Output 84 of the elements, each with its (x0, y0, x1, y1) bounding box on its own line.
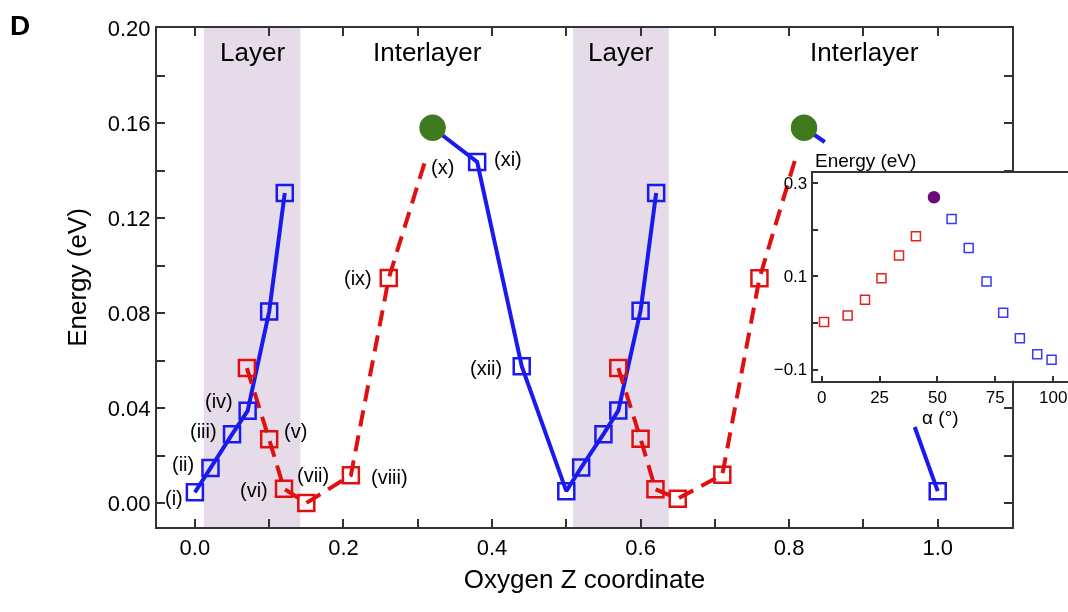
x-tick-label: 0.4 (476, 535, 508, 561)
point (646, 479, 665, 499)
point (750, 269, 769, 288)
point (467, 152, 487, 172)
point (571, 458, 591, 477)
y-tick-label: 0.1 (783, 267, 808, 287)
annotation: Interlayer (810, 37, 919, 67)
point (594, 424, 613, 444)
x-tick-label: 75 (985, 388, 1005, 408)
x-tick-label: 50 (928, 388, 947, 408)
point (275, 183, 295, 203)
point (557, 481, 576, 501)
x-axis-title: α (°) (922, 407, 959, 429)
point (341, 465, 361, 485)
point (259, 302, 279, 321)
x-tick-label: 0 (817, 388, 827, 408)
y-tick-label: 0.16 (107, 110, 151, 136)
point (631, 301, 650, 320)
x-tick-label: 0.6 (625, 535, 656, 561)
y-tick-label: 0.12 (107, 205, 151, 231)
point (928, 481, 947, 501)
point (876, 273, 887, 284)
point (893, 250, 905, 261)
point (963, 242, 974, 254)
point (1046, 354, 1057, 365)
point (609, 401, 628, 420)
annotation: (viii) (371, 466, 408, 488)
y-axis-title: Energy (eV) (815, 150, 917, 171)
x-tick-label: 25 (870, 388, 890, 408)
point (259, 430, 279, 449)
point (713, 465, 732, 484)
point (238, 401, 257, 421)
point (981, 276, 992, 287)
point (297, 493, 316, 513)
annotation: (iii) (190, 420, 217, 442)
y-tick-label: 0.3 (783, 174, 808, 194)
y-tick-label: −0.1 (773, 360, 808, 380)
point (910, 231, 922, 242)
x-tick-label: 0.2 (328, 535, 359, 561)
band-label: Layer (588, 37, 654, 67)
annotation: (vi) (240, 479, 268, 501)
point (668, 489, 687, 508)
y-tick-label: 0.08 (107, 300, 151, 326)
y-tick-label: 0.20 (107, 15, 151, 41)
point (419, 114, 446, 141)
x-tick-label: 0.0 (179, 535, 211, 561)
point (222, 425, 242, 444)
point (927, 190, 941, 204)
annotation: (xii) (470, 357, 503, 379)
point (859, 294, 871, 305)
y-tick-label: 0.04 (107, 395, 151, 421)
annotation: (i) (165, 487, 183, 509)
y-tick-label: 0.00 (107, 490, 151, 516)
x-tick-label: 0.8 (773, 535, 805, 561)
point (818, 316, 830, 328)
text: D (10, 10, 31, 41)
point (185, 483, 205, 502)
point (512, 356, 531, 376)
point (201, 458, 220, 478)
annotation: (vii) (297, 464, 330, 486)
annotation: (ii) (172, 453, 195, 475)
point (646, 183, 666, 203)
point (997, 307, 1009, 318)
annotation: (iv) (205, 390, 233, 412)
x-tick-label: 1.0 (922, 535, 954, 561)
point (1014, 333, 1026, 344)
point (1031, 348, 1043, 360)
annotation: (xi) (494, 148, 522, 170)
point (237, 358, 257, 378)
point (609, 358, 628, 378)
point (842, 310, 853, 321)
point (379, 268, 399, 288)
annotation: Interlayer (373, 37, 482, 67)
y-axis-title: Energy (eV) (61, 208, 92, 347)
annotation: (ix) (344, 267, 372, 289)
x-tick-label: 100 (1039, 388, 1068, 408)
point (790, 114, 818, 141)
point (274, 479, 294, 499)
point (631, 429, 650, 448)
x-axis-title: Oxygen Z coordinate (463, 563, 706, 594)
band-label: Layer (220, 37, 286, 67)
point (946, 213, 957, 225)
annotation: (v) (284, 420, 308, 442)
annotation: (x) (431, 156, 455, 178)
